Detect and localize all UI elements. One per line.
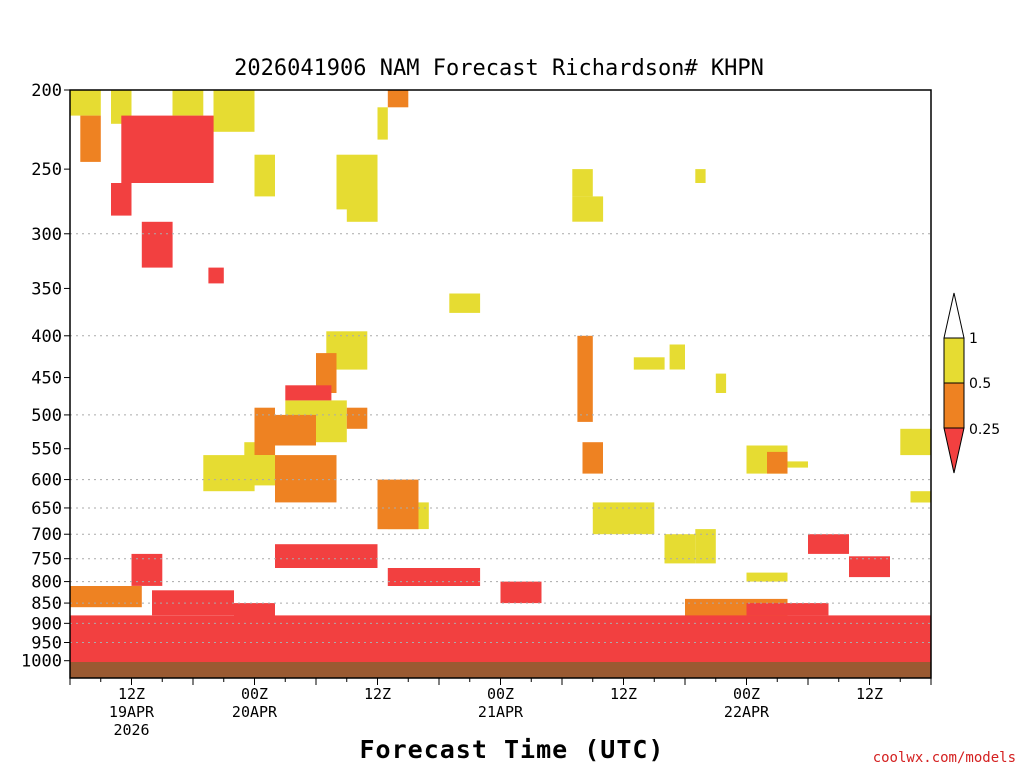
richardson-cell-mid xyxy=(254,407,275,455)
richardson-cell-mid xyxy=(70,586,142,608)
surface-layer xyxy=(70,662,931,678)
x-tick-label: 00Z xyxy=(241,685,268,703)
richardson-cell-low xyxy=(285,385,332,401)
y-tick-label: 300 xyxy=(31,225,62,245)
x-tick-label: 12Z xyxy=(610,685,637,703)
y-tick-label: 650 xyxy=(31,499,62,519)
richardson-cell-high xyxy=(213,90,255,132)
heatmap-cells xyxy=(70,90,932,668)
y-tick-label: 500 xyxy=(31,406,62,426)
y-tick-label: 1000 xyxy=(21,652,62,672)
gridlines xyxy=(70,233,931,644)
richardson-cell-low xyxy=(746,603,829,616)
x-tick-label: 19APR xyxy=(109,703,155,721)
y-tick-label: 950 xyxy=(31,634,62,654)
richardson-cell-high xyxy=(746,572,788,582)
y-tick-label: 200 xyxy=(31,81,62,101)
colorbar-bin-high xyxy=(943,337,965,384)
x-axis-label: Forecast Time (UTC) xyxy=(360,735,665,764)
richardson-cell-high xyxy=(172,90,204,116)
richardson-cell-high xyxy=(572,196,604,222)
colorbar-label-0.25: 0.25 xyxy=(969,422,1000,438)
y-tick-label: 600 xyxy=(31,471,62,491)
richardson-cell-mid xyxy=(275,414,316,446)
colorbar-bin-mid xyxy=(943,382,965,429)
richardson-cell-low xyxy=(275,544,378,568)
richardson-cell-low xyxy=(111,183,132,216)
richardson-cell-high xyxy=(910,491,931,503)
richardson-cell-low xyxy=(808,534,849,554)
colorbar-label-1: 1 xyxy=(969,331,978,347)
richardson-cell-low xyxy=(131,553,163,586)
richardson-cell-high xyxy=(203,455,255,492)
colorbar-bottom-arrow xyxy=(943,427,965,474)
richardson-cell-high xyxy=(346,189,378,222)
richardson-cell-mid xyxy=(80,115,101,162)
colorbar: 1 0.5 0.25 xyxy=(943,292,1000,474)
chart-title: 2026041906 NAM Forecast Richardson# KHPN xyxy=(234,56,764,81)
y-tick-label: 350 xyxy=(31,279,62,299)
y-tick-label: 400 xyxy=(31,327,62,347)
y-tick-label: 900 xyxy=(31,614,62,634)
x-tick-label: 12Z xyxy=(118,685,145,703)
x-tick-label: 00Z xyxy=(487,685,514,703)
richardson-cell-high xyxy=(695,169,706,183)
x-tick-label: 21APR xyxy=(478,703,524,721)
x-tick-label: 22APR xyxy=(724,703,770,721)
y-tick-label: 800 xyxy=(31,573,62,593)
richardson-cell-high xyxy=(633,357,665,370)
x-tick-label: 12Z xyxy=(856,685,883,703)
y-axis: 200 250 300 350 400 450 500 550 600 650 700 750 8008… xyxy=(21,81,70,672)
richardson-cell-low xyxy=(208,267,224,284)
y-tick-label: 250 xyxy=(31,160,62,180)
richardson-cell-mid xyxy=(387,90,409,108)
credit-text: coolwx.com/models xyxy=(873,750,1016,766)
richardson-cell-high xyxy=(254,154,275,184)
x-tick-label: 2026 xyxy=(113,721,149,739)
richardson-cell-mid xyxy=(275,455,337,503)
richardson-cell-mid xyxy=(346,407,368,429)
richardson-cell-low xyxy=(141,221,173,268)
richardson-cell-high xyxy=(715,373,727,393)
richardson-cell-high xyxy=(377,107,388,140)
richardson-cell-high xyxy=(592,502,655,535)
colorbar-top-arrow xyxy=(943,292,965,339)
richardson-cell-mid xyxy=(577,335,593,422)
y-tick-label: 450 xyxy=(31,369,62,389)
richardson-cell-low xyxy=(70,615,931,668)
richardson-cell-mid xyxy=(767,451,788,474)
x-tick-label: 20APR xyxy=(232,703,278,721)
richardson-cell-low xyxy=(387,568,481,586)
richardson-cell-high xyxy=(572,169,593,197)
richardson-cell-high xyxy=(70,90,101,116)
richardson-cell-high xyxy=(695,529,716,564)
richardson-cell-high xyxy=(449,293,481,313)
richardson-cell-high xyxy=(787,461,808,468)
richardson-cell-high xyxy=(900,428,932,456)
y-tick-label: 700 xyxy=(31,525,62,545)
richardson-cell-high xyxy=(669,344,685,370)
richardson-cell-mid xyxy=(316,353,337,393)
y-tick-label: 850 xyxy=(31,594,62,614)
richardson-cell-high xyxy=(664,534,696,564)
x-tick-label: 00Z xyxy=(733,685,760,703)
richardson-cell-high xyxy=(254,183,275,197)
x-tick-label: 12Z xyxy=(364,685,391,703)
richardson-cell-high xyxy=(111,90,132,124)
richardson-cell-mid xyxy=(377,479,419,530)
richardson-cell-low xyxy=(849,556,890,578)
richardson-cell-low xyxy=(121,115,214,183)
richardson-cell-mid xyxy=(582,442,603,474)
colorbar-label-0.5: 0.5 xyxy=(969,376,991,392)
y-tick-label: 550 xyxy=(31,440,62,460)
y-tick-label: 750 xyxy=(31,550,62,570)
richardson-cell-low xyxy=(500,581,542,604)
